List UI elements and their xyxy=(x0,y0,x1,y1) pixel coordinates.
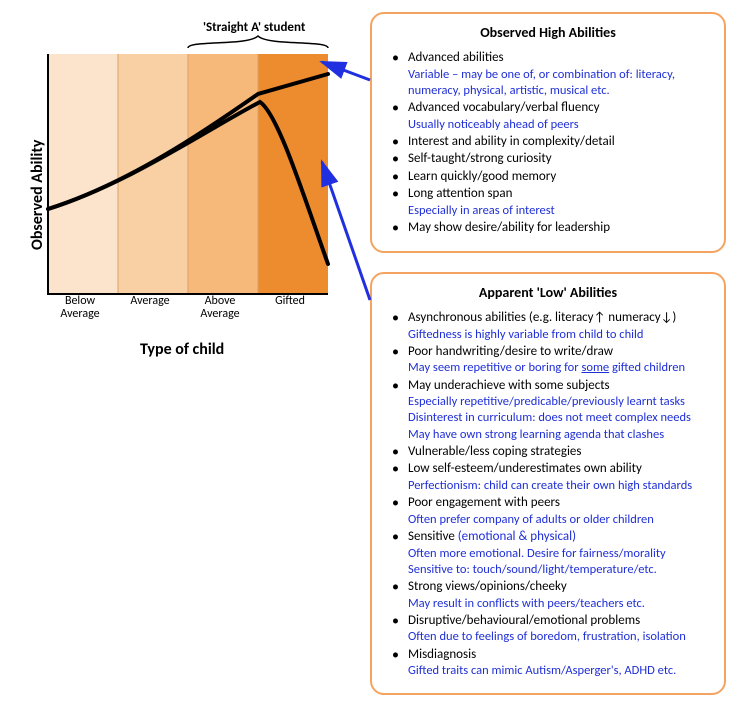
y-axis-label: Observed Ability xyxy=(28,140,47,250)
list-item: Sensitive (emotional & physical) xyxy=(392,528,710,546)
list-item: Usually noticeably ahead of peers xyxy=(392,117,710,133)
list-item: Giftedness is highly variable from child… xyxy=(392,327,710,343)
list-item: Disinterest in curriculum: does not meet… xyxy=(392,410,710,426)
list-item: Often due to feelings of boredom, frustr… xyxy=(392,629,710,645)
list-item: Advanced abilities xyxy=(392,49,710,67)
list-item: Sensitive to: touch/sound/light/temperat… xyxy=(392,562,710,578)
x-tick: Gifted xyxy=(255,295,325,308)
list-item: Strong views/opinions/cheeky xyxy=(392,578,710,596)
list-item: May underachieve with some subjects xyxy=(392,377,710,395)
box-title: Apparent 'Low' Abilities xyxy=(386,284,710,301)
apparent-low-abilities-box: Apparent 'Low' Abilities Asynchronous ab… xyxy=(370,272,726,695)
list-item: Often more emotional. Desire for fairnes… xyxy=(392,546,710,562)
box-list: Asynchronous abilities (e.g. literacy↑ n… xyxy=(386,309,710,679)
list-item: Perfectionism: child can create their ow… xyxy=(392,478,710,494)
list-item: Poor handwriting/desire to write/draw xyxy=(392,343,710,361)
list-item: May have own strong learning agenda that… xyxy=(392,427,710,443)
list-item: Variable – may be one of, or combination… xyxy=(392,67,710,100)
box-list: Advanced abilitiesVariable – may be one … xyxy=(386,49,710,237)
box-title: Observed High Abilities xyxy=(386,24,710,41)
list-item: Self-taught/strong curiosity xyxy=(392,150,710,168)
list-item: Disruptive/behavioural/emotional problem… xyxy=(392,612,710,630)
list-item: Often prefer company of adults or older … xyxy=(392,512,710,528)
list-item: Interest and ability in complexity/detai… xyxy=(392,133,710,151)
list-item: Learn quickly/good memory xyxy=(392,168,710,186)
brace-label: 'Straight A' student xyxy=(203,20,305,35)
list-item: Long attention span xyxy=(392,185,710,203)
list-item: Low self-esteem/underestimates own abili… xyxy=(392,460,710,478)
chart-svg xyxy=(38,34,358,314)
list-item: Especially in areas of interest xyxy=(392,203,710,219)
x-axis-label: Type of child xyxy=(140,340,224,359)
list-item: May result in conflicts with peers/teach… xyxy=(392,596,710,612)
list-item: May show desire/ability for leadership xyxy=(392,219,710,237)
list-item: Misdiagnosis xyxy=(392,646,710,664)
observed-high-abilities-box: Observed High Abilities Advanced abiliti… xyxy=(370,12,726,253)
list-item: Poor engagement with peers xyxy=(392,494,710,512)
list-item: Asynchronous abilities (e.g. literacy↑ n… xyxy=(392,309,710,327)
list-item: Gifted traits can mimic Autism/Asperger'… xyxy=(392,663,710,679)
x-tick: Below Average xyxy=(45,295,115,321)
x-tick: Average xyxy=(115,295,185,308)
list-item: Especially repetitive/predicable/previou… xyxy=(392,394,710,410)
list-item: Advanced vocabulary/verbal fluency xyxy=(392,99,710,117)
list-item: May seem repetitive or boring for some g… xyxy=(392,360,710,376)
x-tick: Above Average xyxy=(185,295,255,321)
list-item: Vulnerable/less coping strategies xyxy=(392,443,710,461)
